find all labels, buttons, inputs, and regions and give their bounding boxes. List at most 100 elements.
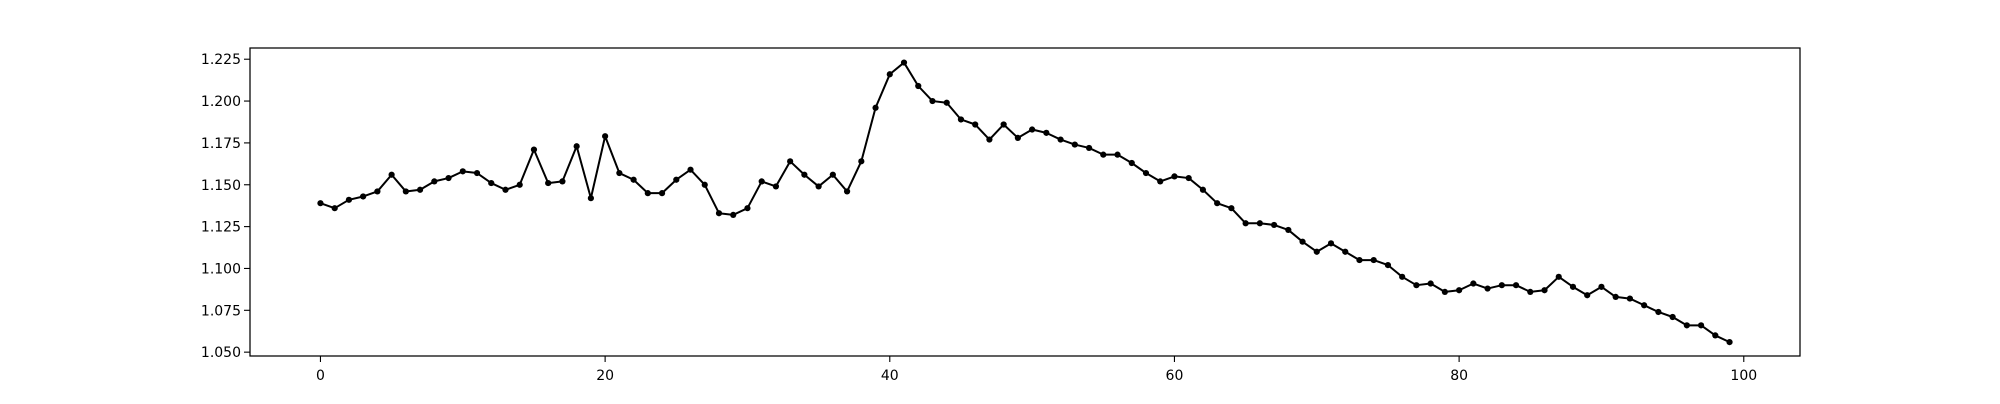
data-point [787,158,794,165]
data-point [502,186,509,193]
data-point [986,136,993,143]
data-point [1114,151,1121,158]
x-axis: 0 20 40 60 80 100 [316,356,1757,384]
data-point [1584,292,1591,299]
data-point [673,176,680,183]
data-point [1512,282,1520,289]
data-point [1342,248,1349,255]
data-point [1242,220,1249,227]
data-point [1683,322,1690,329]
data-point [730,211,737,218]
data-point [957,116,965,123]
data-point [345,196,353,203]
data-point [858,158,865,165]
data-point [1456,287,1463,294]
data-point [1641,302,1648,309]
plot-frame [249,47,1801,357]
data-point [1527,288,1534,295]
data-point [1669,313,1676,321]
x-tick-label: 0 [316,368,325,384]
data-point [1612,293,1619,301]
data-point [744,205,751,212]
data-point [1228,205,1235,212]
data-point [1185,174,1192,182]
data-point [545,179,552,187]
data-point [1313,248,1320,255]
data-point [1071,141,1078,148]
data-point [1384,262,1392,269]
data-point [801,171,808,178]
data-point [1157,178,1164,185]
data-point [1655,308,1662,316]
data-point [1029,126,1036,133]
data-point [559,178,566,185]
data-point [872,104,879,111]
data-point [1171,173,1178,180]
data-point [1598,283,1605,290]
data-point [602,133,609,140]
data-point [1399,273,1406,280]
data-point [1726,339,1733,346]
data-point [1000,121,1007,128]
data-point [687,166,694,173]
data-point [1057,136,1064,143]
data-point [1285,226,1292,234]
data-point [1626,295,1634,302]
x-tick-label: 60 [1166,368,1184,384]
data-point [1484,285,1491,292]
data-point [616,169,623,177]
data-point [1142,169,1150,177]
data-point [1569,283,1577,290]
y-tick-label: 1.075 [201,303,241,319]
y-tick-label: 1.175 [201,136,241,152]
series-line [320,61,1730,344]
data-point [843,188,851,195]
data-point [388,171,395,178]
data-point [573,143,580,150]
data-point [900,59,908,66]
data-point [488,179,495,187]
y-tick-label: 1.200 [201,94,241,110]
data-point [886,71,893,78]
data-point [943,99,950,106]
y-tick-label: 1.125 [201,220,241,236]
data-point [374,188,381,195]
x-tick-label: 80 [1450,368,1468,384]
data-point [1299,238,1306,245]
data-point [972,121,979,128]
data-point [587,195,594,202]
data-point [1270,221,1278,229]
y-tick-label: 1.150 [201,178,241,194]
y-tick-label: 1.100 [201,261,241,277]
data-point [1085,144,1093,152]
x-tick-label: 100 [1730,368,1757,384]
data-point [658,190,666,197]
data-point [473,169,481,177]
data-point [1327,240,1335,247]
data-point [1470,280,1477,287]
data-point [360,193,367,200]
data-point [402,188,409,195]
y-tick-label: 1.050 [201,345,241,361]
data-point [516,181,523,188]
data-point [815,183,822,190]
y-tick-label: 1.225 [201,52,241,68]
data-point [431,178,438,185]
data-point [1413,282,1420,289]
data-point [1697,322,1705,329]
data-point [459,168,466,175]
data-point [829,171,836,178]
data-point [1100,151,1107,158]
data-point [1370,256,1377,264]
data-point [530,146,538,153]
data-point [416,186,424,193]
data-point [1427,280,1434,287]
data-point [929,97,936,105]
data-point [1014,134,1021,141]
y-axis: 1.050 1.075 1.100 1.125 1.150 1.175 1.200 1.225 [201,52,250,361]
data-point [1043,129,1050,136]
data-point [1441,288,1448,295]
data-point [331,205,338,212]
